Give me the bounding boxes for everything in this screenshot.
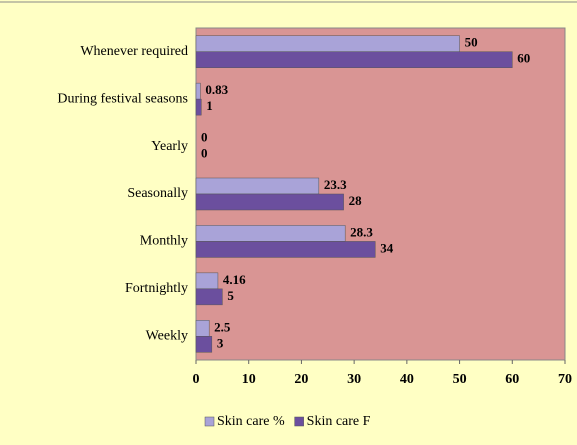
value-label: 60 bbox=[517, 51, 530, 66]
x-tick-label: 60 bbox=[505, 372, 519, 387]
y-tick-label: Seasonally bbox=[127, 186, 188, 201]
value-label: 0 bbox=[201, 146, 208, 161]
bar bbox=[195, 241, 376, 258]
value-label: 23.3 bbox=[324, 177, 347, 192]
x-tick-label: 50 bbox=[453, 372, 467, 387]
x-tick-label: 0 bbox=[193, 372, 200, 387]
legend-swatch bbox=[204, 416, 215, 427]
value-label: 28 bbox=[349, 193, 363, 208]
bar bbox=[195, 82, 201, 100]
bar bbox=[195, 288, 223, 306]
x-tick-label: 40 bbox=[400, 372, 414, 387]
value-label: 4.16 bbox=[223, 272, 246, 287]
bar bbox=[195, 98, 202, 116]
y-tick-label: Fortnightly bbox=[125, 281, 188, 296]
bar bbox=[195, 225, 346, 242]
bar bbox=[195, 272, 219, 290]
bar bbox=[195, 177, 320, 195]
y-tick-label: Monthly bbox=[140, 234, 188, 249]
value-label: 2.5 bbox=[214, 319, 231, 334]
value-label: 28.3 bbox=[350, 224, 373, 239]
x-tick-label: 70 bbox=[558, 372, 572, 387]
bar bbox=[195, 320, 210, 337]
bar bbox=[195, 336, 213, 353]
legend-label: Skin care F bbox=[307, 414, 371, 429]
y-tick-label: Yearly bbox=[151, 139, 188, 154]
legend-label: Skin care % bbox=[217, 414, 285, 429]
x-tick-label: 10 bbox=[242, 372, 256, 387]
value-label: 0.83 bbox=[205, 82, 228, 97]
x-tick-label: 20 bbox=[294, 372, 308, 387]
bar bbox=[195, 35, 460, 52]
y-tick-label: Weekly bbox=[146, 329, 188, 344]
value-label: 3 bbox=[217, 335, 224, 350]
legend-swatch bbox=[294, 416, 304, 427]
bar bbox=[195, 51, 513, 68]
bar bbox=[195, 193, 344, 211]
x-tick-label: 30 bbox=[347, 372, 361, 387]
value-label: 5 bbox=[227, 288, 234, 303]
value-label: 50 bbox=[465, 35, 478, 50]
value-label: 34 bbox=[380, 240, 394, 255]
y-tick-label: During festival seasons bbox=[57, 91, 188, 106]
value-label: 0 bbox=[201, 130, 208, 145]
y-tick-label: Whenever required bbox=[80, 44, 188, 59]
value-label: 1 bbox=[206, 98, 213, 113]
